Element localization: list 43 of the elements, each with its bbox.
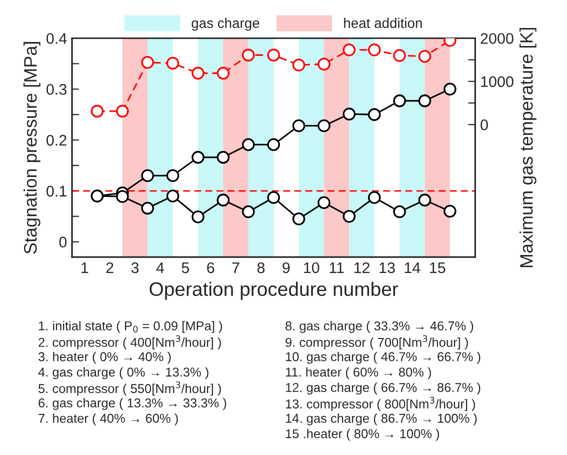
text: 15 .heater ( 80% → 100% ) xyxy=(286,428,440,441)
text: 14. gas charge ( 86.7% → 100% ) xyxy=(286,413,477,426)
y2-tick-label: 2000 xyxy=(480,33,514,44)
text: 5. compressor ( 550[Nm$^{3}$/hour] ) xyxy=(38,381,221,396)
text: 1. initial state ( P$_{0}$ = 0.09 [MPa] ) xyxy=(38,320,222,333)
x-tick-label: 13 xyxy=(380,262,395,274)
y-axis-title: Stagnation pressure [MPa] xyxy=(24,42,40,254)
x-tick-label: 10 xyxy=(304,262,320,274)
text: 7. heater ( 40% → 60% ) xyxy=(38,413,178,426)
text: 13. compressor ( 800[Nm$^{3}$/hour] ) xyxy=(286,396,476,412)
y2-axis-title: Maximum gas temperature [K] xyxy=(520,28,536,268)
y2-tick-label: 1000 xyxy=(481,76,514,88)
text: 4. gas charge ( 0% → 13.3% ) xyxy=(38,367,208,380)
y-tick-label: 0.1 xyxy=(46,186,66,197)
text: 8. gas charge ( 33.3% → 46.7% ) xyxy=(286,321,474,333)
text: 2. compressor ( 400[Nm$^{3}$/hour] ) xyxy=(38,335,221,350)
text: 3. heater ( 0% → 40% ) xyxy=(38,352,171,364)
legend-label: heat addition xyxy=(344,18,422,28)
x-tick-label: 3 xyxy=(131,262,139,274)
x-tick-label: 4 xyxy=(156,262,164,274)
x-tick-label: 15 xyxy=(430,262,446,274)
x-tick-label: 7 xyxy=(232,262,240,274)
y-tick-label: 0.4 xyxy=(46,33,67,44)
x-tick-label: 2 xyxy=(106,262,114,274)
y-tick-label: 0.2 xyxy=(46,134,66,146)
x-tick-label: 11 xyxy=(330,262,344,274)
text: 12. gas charge ( 66.7% → 86.7% ) xyxy=(286,382,480,395)
x-tick-label: 1 xyxy=(82,262,88,274)
y-tick-label: 0.3 xyxy=(46,84,66,95)
x-axis-title: Operation procedure number xyxy=(150,282,398,300)
y-tick-label: 0 xyxy=(59,236,67,248)
text: 11. heater ( 60% → 80% ) xyxy=(286,367,431,380)
x-tick-label: 8 xyxy=(257,262,265,274)
x-tick-label: 6 xyxy=(207,262,214,274)
x-tick-label: 9 xyxy=(282,262,290,274)
text: 10. gas charge ( 46.7% → 66.7% ) xyxy=(286,352,480,364)
x-tick-label: 14 xyxy=(404,262,420,274)
x-tick-label: 12 xyxy=(354,262,370,274)
legend-label: gas charge xyxy=(192,18,260,31)
y2-tick-label: 0 xyxy=(480,119,488,130)
x-tick-label: 5 xyxy=(182,262,189,274)
text: 9. compressor ( 700[Nm$^{3}$/hour] ) xyxy=(286,335,468,350)
text: 6. gas charge ( 13.3% → 33.3% ) xyxy=(38,398,226,410)
